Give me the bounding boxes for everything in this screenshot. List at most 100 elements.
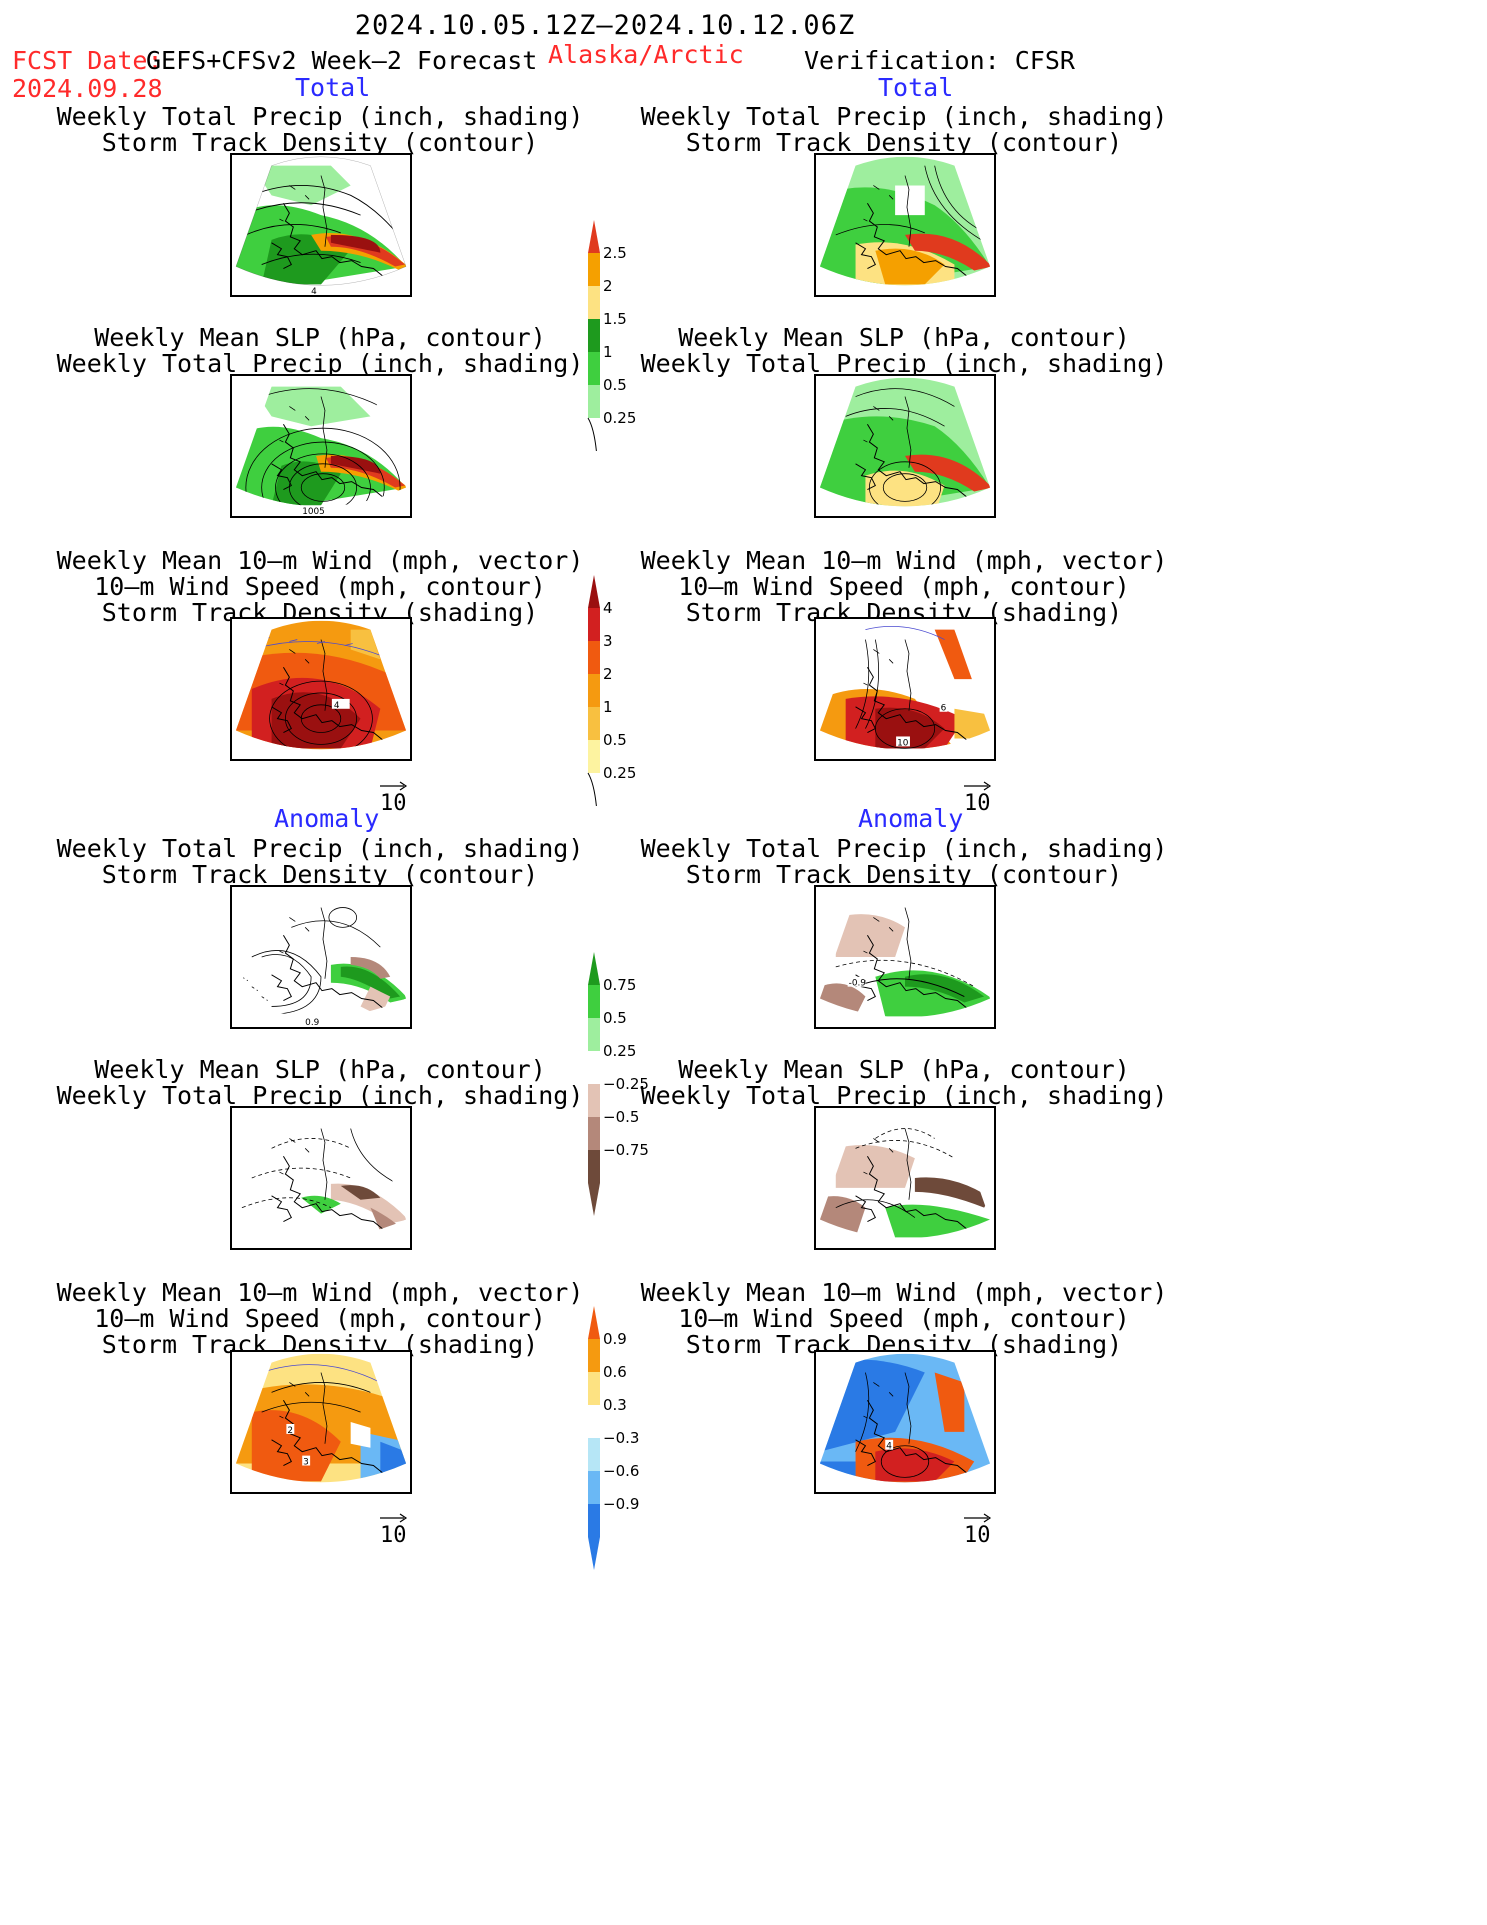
map-label: 2 — [287, 1426, 293, 1436]
fcst-model: GEFS+CFSv2 Week–2 Forecast — [146, 46, 538, 75]
map-r-total-wind-track: 6 10 — [814, 617, 996, 761]
vector-arrow-icon — [380, 1513, 408, 1523]
colorbar-tick-label: −0.5 — [603, 1108, 639, 1126]
colorbar-cap-top — [588, 1306, 600, 1339]
colorbar-segment — [588, 286, 600, 319]
section-total-right: Total — [878, 73, 954, 102]
map-r-anom-precip-track-svg: -0.9 — [819, 888, 991, 1018]
vector-ref-l-total: 10 — [380, 772, 408, 816]
colorbar-precip-anom-svg: 0.75 0.5 0.25 −0.25 −0.5 −0.75 — [588, 952, 649, 1216]
map-l-anom-wind-track-svg: 2 3 — [235, 1353, 407, 1483]
colorbar-segment — [588, 608, 600, 641]
map-r-total-precip-track-svg — [819, 156, 991, 286]
colorbar-tick-label: 0.5 — [603, 376, 627, 394]
colorbar-tick-label: 0.25 — [603, 764, 636, 782]
colorbar-tick-label: 0.75 — [603, 976, 636, 994]
colorbar-tick-label: 2 — [603, 277, 613, 295]
colorbar-tick-label: 1.5 — [603, 310, 627, 328]
map-r-anom-slp-precip-svg — [819, 1109, 991, 1239]
verification-label: Verification: CFSR — [804, 46, 1075, 75]
colorbar-segment — [588, 1117, 600, 1150]
vector-ref-r-anom: 10 — [964, 1504, 992, 1548]
map-l-anom-wind-track: 2 3 — [230, 1350, 412, 1494]
section-anomaly-left: Anomaly — [274, 804, 380, 833]
colorbar-tick-label: −0.9 — [603, 1495, 639, 1513]
title-wind-track-r-total: Weekly Mean 10–m Wind (mph, vector) 10–m … — [640, 546, 1168, 627]
title-wind-track-l-total: Weekly Mean 10–m Wind (mph, vector) 10–m … — [56, 546, 584, 627]
colorbar-cap-top — [588, 575, 600, 608]
colorbar-segment — [588, 740, 600, 773]
colorbar-tick-label: 0.25 — [603, 1042, 636, 1060]
colorbar-segment — [588, 253, 600, 286]
vector-arrow-icon — [964, 781, 992, 791]
map-r-anom-wind-track-svg: 4 — [819, 1353, 991, 1483]
colorbar-segment — [588, 707, 600, 740]
map-label: 0.9 — [305, 1018, 319, 1027]
map-label: 10 — [897, 738, 909, 748]
fcst-date: 2024.09.28 — [12, 74, 163, 103]
colorbar-track-total: 4 3 2 1 0.5 0.25 — [586, 575, 646, 807]
colorbar-tick-label: 0.6 — [603, 1363, 627, 1381]
vector-arrow-icon — [964, 1513, 992, 1523]
colorbar-tick-label: −0.75 — [603, 1141, 649, 1159]
colorbar-segment — [588, 1150, 600, 1183]
colorbar-segment — [588, 674, 600, 707]
colorbar-tick-label: 0.25 — [603, 409, 636, 427]
title-precip-track-r-anom: Weekly Total Precip (inch, shading) Storm… — [640, 834, 1168, 889]
map-label: -0.9 — [849, 979, 867, 989]
colorbar-segment — [588, 985, 600, 1018]
colorbar-cap-bottom — [587, 772, 597, 807]
map-l-total-wind-track: 4 — [230, 617, 412, 761]
title-wind-track-l-anom: Weekly Mean 10–m Wind (mph, vector) 10–m … — [56, 1278, 584, 1359]
colorbar-segment — [588, 1405, 600, 1438]
section-total-left: Total — [295, 73, 371, 102]
map-l-anom-slp-precip-svg — [235, 1109, 407, 1239]
colorbar-cap-top — [588, 952, 600, 985]
colorbar-segment — [588, 1339, 600, 1372]
map-label: 4 — [334, 701, 340, 711]
map-l-anom-precip-track: 0.9 — [230, 885, 412, 1029]
colorbar-tick-label: −0.3 — [603, 1429, 639, 1447]
colorbar-tick-label: 1 — [603, 343, 613, 361]
date-range-title: 2024.10.05.12Z–2024.10.12.06Z — [354, 10, 856, 41]
colorbar-tick-label: 0.3 — [603, 1396, 627, 1414]
map-l-total-precip-track: 4 — [230, 153, 412, 297]
colorbar-tick-label: 2 — [603, 665, 613, 683]
colorbar-segment — [588, 352, 600, 385]
map-label: 1005 — [302, 507, 325, 516]
colorbar-tick-label: 4 — [603, 599, 613, 617]
map-l-total-precip-track-svg: 4 — [235, 156, 407, 295]
title-wind-track-r-anom: Weekly Mean 10–m Wind (mph, vector) 10–m … — [640, 1278, 1168, 1359]
title-precip-track-r-total: Weekly Total Precip (inch, shading) Storm… — [640, 102, 1168, 157]
colorbar-segment — [588, 1471, 600, 1504]
colorbar-tick-label: −0.25 — [603, 1075, 649, 1093]
vector-ref-l-anom: 10 — [380, 1504, 408, 1548]
map-l-anom-slp-precip — [230, 1106, 412, 1250]
colorbar-tick-label: 0.9 — [603, 1330, 627, 1348]
colorbar-segment — [588, 385, 600, 418]
title-slp-precip-r-total: Weekly Mean SLP (hPa, contour) Weekly Tot… — [640, 323, 1168, 378]
title-precip-track-l-total: Weekly Total Precip (inch, shading) Storm… — [56, 102, 584, 157]
colorbar-tick-label: 3 — [603, 632, 613, 650]
colorbar-segment — [588, 1372, 600, 1405]
colorbar-segment — [588, 1051, 600, 1084]
vector-ref-r-total: 10 — [964, 772, 992, 816]
colorbar-segment — [588, 641, 600, 674]
colorbar-segment — [588, 1084, 600, 1117]
colorbar-tick-label: 1 — [603, 698, 613, 716]
title-slp-precip-r-anom: Weekly Mean SLP (hPa, contour) Weekly Tot… — [640, 1055, 1168, 1110]
map-l-anom-precip-track-svg: 0.9 — [235, 888, 407, 1027]
colorbar-cap-bottom — [587, 417, 597, 452]
colorbar-segment — [588, 1018, 600, 1051]
colorbar-cap-top — [588, 220, 600, 253]
colorbar-track-anom-svg: 0.9 0.6 0.3 −0.3 −0.6 −0.9 — [588, 1306, 639, 1570]
title-slp-precip-l-anom: Weekly Mean SLP (hPa, contour) Weekly Tot… — [56, 1055, 584, 1110]
colorbar-precip-total: 2.5 2 1.5 1 0.5 0.25 — [586, 220, 646, 452]
colorbar-track-total-svg: 4 3 2 1 0.5 0.25 — [587, 575, 636, 807]
section-anomaly-right: Anomaly — [858, 804, 964, 833]
map-r-total-slp-precip-svg — [819, 377, 991, 507]
colorbar-precip-total-svg: 2.5 2 1.5 1 0.5 0.25 — [587, 220, 636, 452]
colorbar-tick-label: −0.6 — [603, 1462, 639, 1480]
map-r-total-precip-track — [814, 153, 996, 297]
colorbar-segment — [588, 1504, 600, 1537]
